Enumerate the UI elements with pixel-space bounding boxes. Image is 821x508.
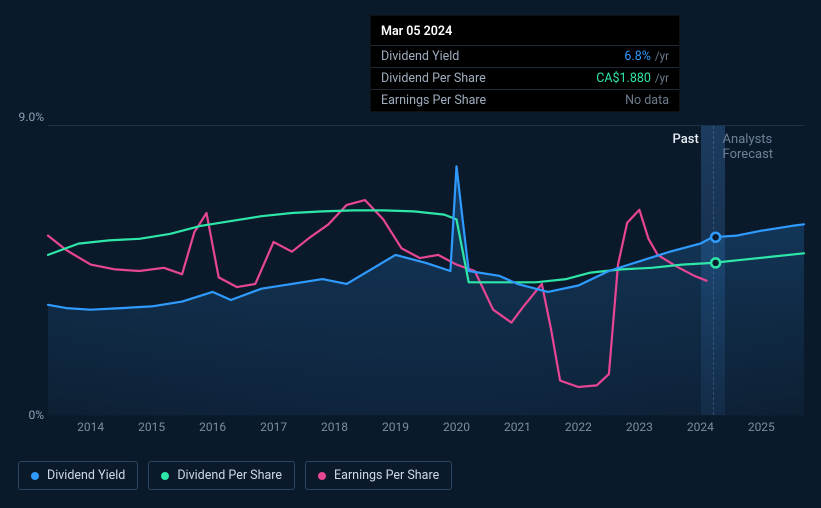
legend-dividend-per-share[interactable]: Dividend Per Share: [148, 461, 295, 490]
chart-svg: [48, 126, 804, 416]
tooltip-date: Mar 05 2024: [371, 22, 679, 45]
x-tick: 2024: [687, 420, 714, 434]
x-axis: 2014 2015 2016 2017 2018 2019 2020 2021 2022 2023…: [48, 420, 804, 440]
section-label-forecast: Analysts Forecast: [723, 132, 804, 162]
x-tick: 2021: [504, 420, 531, 434]
chart-legend: Dividend Yield Dividend Per Share Earnin…: [18, 461, 452, 490]
dividend-chart: 9.0% 0% Past Analysts Forecast 201420152…: [18, 100, 804, 430]
legend-label: Earnings Per Share: [334, 468, 439, 483]
section-label-past: Past: [673, 132, 699, 147]
legend-earnings-per-share[interactable]: Earnings Per Share: [305, 461, 452, 490]
legend-dot-icon: [161, 472, 169, 480]
x-tick: 2020: [443, 420, 470, 434]
legend-label: Dividend Per Share: [177, 468, 282, 483]
x-tick: 2025: [748, 420, 775, 434]
tooltip-row: Dividend Per Share CA$1.880/yr: [371, 67, 679, 89]
tooltip-row: Dividend Yield 6.8%/yr: [371, 45, 679, 67]
y-tick-min: 0%: [4, 408, 44, 422]
tooltip-row-value: CA$1.880/yr: [596, 71, 669, 86]
tooltip-row: Earnings Per Share No data: [371, 89, 679, 111]
x-tick: 2016: [199, 420, 226, 434]
x-tick: 2018: [321, 420, 348, 434]
plot-area[interactable]: [48, 125, 804, 415]
tooltip-row-label: Dividend Per Share: [381, 71, 486, 86]
legend-dot-icon: [318, 472, 326, 480]
x-tick: 2022: [565, 420, 592, 434]
x-tick: 2015: [138, 420, 165, 434]
x-tick: 2019: [382, 420, 409, 434]
y-tick-max: 9.0%: [4, 110, 44, 124]
tooltip-row-value: 6.8%/yr: [624, 49, 669, 64]
x-tick: 2023: [626, 420, 653, 434]
tooltip-row-label: Dividend Yield: [381, 49, 459, 64]
legend-dot-icon: [31, 472, 39, 480]
legend-dividend-yield[interactable]: Dividend Yield: [18, 461, 138, 490]
chart-tooltip: Mar 05 2024 Dividend Yield6.8%/yrDividen…: [370, 15, 680, 112]
tooltip-row-value: No data: [625, 93, 669, 108]
tooltip-row-label: Earnings Per Share: [381, 93, 486, 108]
x-tick: 2014: [77, 420, 104, 434]
x-tick: 2017: [260, 420, 287, 434]
legend-label: Dividend Yield: [47, 468, 125, 483]
